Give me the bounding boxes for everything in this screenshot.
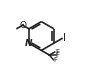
Text: F: F: [55, 49, 59, 55]
Text: I: I: [62, 33, 66, 43]
Text: F: F: [54, 57, 58, 63]
Text: N: N: [25, 39, 32, 48]
Text: O: O: [19, 21, 26, 30]
Text: F: F: [56, 52, 60, 58]
